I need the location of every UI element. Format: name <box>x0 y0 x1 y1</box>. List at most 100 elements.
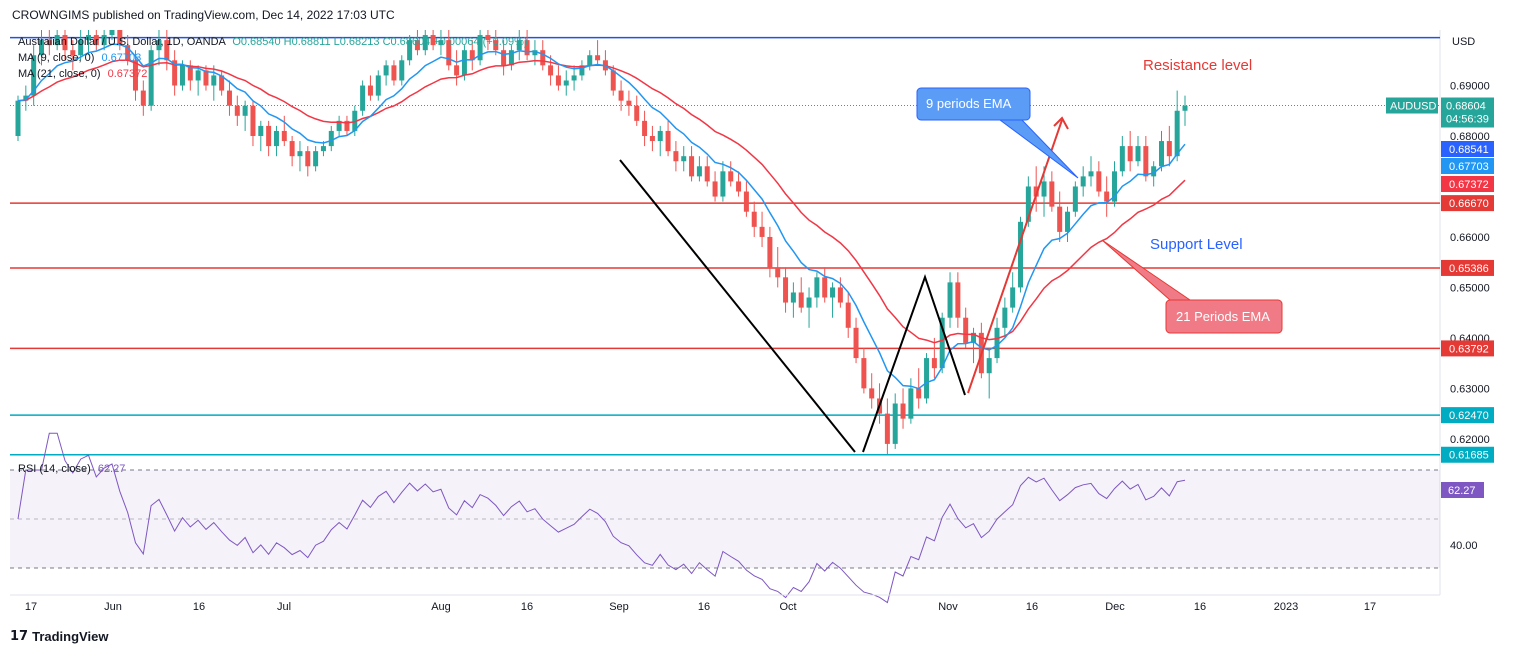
ema9-callout-text: 9 periods EMA <box>926 96 1012 111</box>
candle-body <box>806 297 812 308</box>
candle-body <box>1041 181 1047 197</box>
candle-body <box>790 292 796 303</box>
price-tick-label: 0.66000 <box>1450 232 1490 244</box>
rsi-legend[interactable]: RSI (14, close) 62.27 <box>18 463 125 475</box>
price-tick-label: 0.68000 <box>1450 131 1490 143</box>
candle-body <box>156 40 162 51</box>
candle-body <box>634 105 640 121</box>
candle-body <box>93 35 99 46</box>
candle-body <box>1112 171 1118 202</box>
time-axis-label: 2023 <box>1274 601 1298 613</box>
candle-body <box>830 287 836 298</box>
candle-body <box>54 35 60 46</box>
candle-body <box>430 35 436 46</box>
candle-body <box>501 50 507 66</box>
price-tag-text: 0.68541 <box>1449 144 1489 156</box>
candle-body <box>939 317 945 369</box>
candle-body <box>508 50 514 66</box>
price-tag-level <box>1441 195 1494 212</box>
ma21-legend[interactable]: MA (21, close, 0) 0.67372 <box>18 68 147 80</box>
candle-body <box>117 30 123 46</box>
candle-body <box>626 100 632 106</box>
candle-body <box>1096 171 1102 192</box>
candle-body <box>1010 287 1016 308</box>
candle-body <box>696 166 702 177</box>
rsi-value-tag <box>1441 482 1484 498</box>
ma21-value: 0.67372 <box>107 68 148 80</box>
candle-body <box>1002 307 1008 328</box>
last-price-value: 0.68604 <box>1446 101 1486 113</box>
time-axis-label: Dec <box>1105 601 1125 613</box>
candle-body <box>70 50 76 56</box>
ma9-legend[interactable]: MA (9, close, 0) 0.67703 <box>18 52 141 64</box>
symbol-legend[interactable]: Australian Dollar / U.S. Dollar, 1D, OAN… <box>18 36 528 48</box>
candle-body <box>861 358 867 389</box>
uptrend-arrowhead <box>1053 116 1069 130</box>
time-axis-label: 17 <box>25 601 37 613</box>
candle-body <box>140 90 146 106</box>
candle-body <box>571 75 577 81</box>
time-axis-label: Oct <box>779 601 796 613</box>
tradingview-footer[interactable]: 17 TradingView <box>10 629 108 644</box>
candle-body <box>1057 206 1063 232</box>
candle-body <box>148 50 154 106</box>
symbol-tag-text: AUDUSD <box>1390 101 1437 113</box>
publisher-line: CROWNGIMS published on TradingView.com, … <box>12 8 395 22</box>
candle-body <box>1182 105 1188 111</box>
candle-body <box>610 70 616 91</box>
candle-body <box>187 65 193 81</box>
candles <box>15 30 1188 454</box>
candle-body <box>689 156 695 177</box>
candle-body <box>109 30 115 36</box>
candle-body <box>38 40 44 56</box>
candle-body <box>892 403 898 444</box>
candle-body <box>720 171 726 197</box>
candle-body <box>555 75 561 86</box>
price-tag-level2 <box>1441 407 1494 424</box>
symbol-tag <box>1386 97 1438 114</box>
candle-body <box>516 40 522 51</box>
candle-body <box>250 105 256 136</box>
candle-body <box>305 151 311 167</box>
candle-body <box>391 65 397 81</box>
candle-body <box>360 85 366 111</box>
candle-body <box>587 55 593 66</box>
price-tag-text: 0.61685 <box>1449 450 1489 462</box>
time-axis: 17 Jun 16 Jul Aug 16 Sep 16 Oct Nov 16 Dec 16 2023 17 <box>25 601 1376 613</box>
candle-body <box>743 191 749 212</box>
candle-body <box>579 65 585 76</box>
candle-body <box>179 65 185 86</box>
candle-body <box>1166 141 1172 157</box>
price-tag-text: 0.67372 <box>1449 179 1489 191</box>
candle-body <box>78 40 84 56</box>
candle-body <box>101 35 107 46</box>
time-axis-label: 16 <box>698 601 710 613</box>
candle-body <box>469 50 475 61</box>
candle-body <box>234 105 240 116</box>
price-tick-label: 0.62000 <box>1450 434 1490 446</box>
candle-body <box>657 130 663 142</box>
symbol-title: Australian Dollar / U.S. Dollar, 1D, OAN… <box>18 36 226 48</box>
time-axis-label: 17 <box>1364 601 1376 613</box>
ema9-callout <box>916 87 1031 121</box>
candle-body <box>273 130 279 147</box>
candle-body <box>172 60 178 86</box>
candle-body <box>845 302 851 328</box>
time-axis-label: Aug <box>431 601 451 613</box>
candle-body <box>837 287 843 303</box>
candle-body <box>313 151 319 167</box>
time-axis-label: 16 <box>1194 601 1206 613</box>
price-tag-ema21 <box>1441 176 1494 192</box>
price-tick-label: 0.69000 <box>1450 81 1490 93</box>
candle-body <box>1049 181 1055 207</box>
candle-body <box>367 85 373 96</box>
candle-body <box>446 40 452 66</box>
time-axis-label: 16 <box>1026 601 1038 613</box>
candle-body <box>23 95 29 101</box>
candle-body <box>125 45 131 61</box>
candle-body <box>704 166 710 182</box>
candle-body <box>728 171 734 182</box>
candle-body <box>1127 146 1133 162</box>
candle-body <box>924 358 930 399</box>
